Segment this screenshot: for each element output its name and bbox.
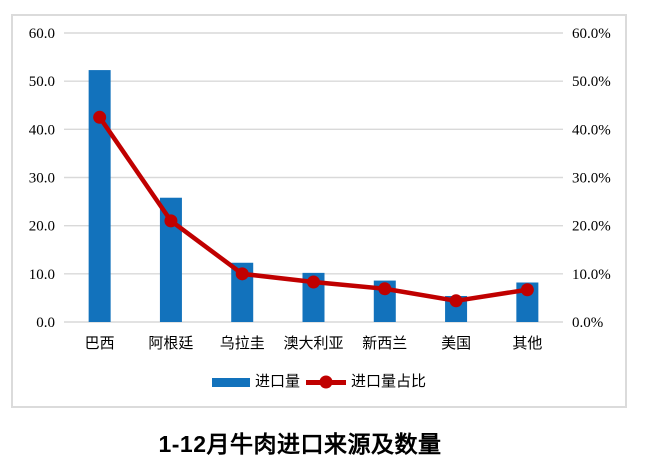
legend-label-import-volume: 进口量 (254, 374, 300, 390)
line-marker-3 (307, 275, 320, 289)
x-axis-label-6: 其他 (512, 335, 542, 352)
bar-0 (88, 70, 111, 322)
line-marker-1 (164, 214, 178, 228)
y-axis-right-tick-5: 50.0% (572, 74, 611, 90)
line-series-swatch-icon (306, 375, 346, 389)
legend-label-import-share: 进口量占比 (351, 374, 427, 390)
y-axis-left-tick-3: 30.0 (29, 171, 55, 187)
combo-chart-svg: 0.0 0.0% 10.0 10.0% 20.0 20.0% 30.0 30.0% 40.0 40… (29, 26, 611, 352)
y-axis-right-tick-2: 20.0% (572, 219, 611, 235)
y-axis-right-tick-6: 60.0% (572, 26, 611, 42)
line-marker-2 (235, 267, 249, 281)
x-axis-label-0: 巴西 (85, 336, 115, 352)
y-axis-left-tick-5: 50.0 (29, 74, 55, 90)
y-axis-left-tick-6: 60.0 (29, 26, 55, 42)
legend-item-import-share: 进口量占比 (306, 373, 426, 391)
x-axis-label-2: 乌拉圭 (220, 335, 265, 352)
chart-title: 1-12月牛肉进口来源及数量 (158, 431, 442, 457)
chart-frame: 0.0 0.0% 10.0 10.0% 20.0 20.0% 30.0 30.0% 40.0 40… (11, 14, 627, 408)
y-axis-left-tick-2: 20.0 (29, 219, 55, 235)
x-axis-label-1: 阿根廷 (148, 335, 193, 352)
line-marker-6 (520, 283, 534, 297)
y-axis-left-tick-4: 40.0 (29, 122, 55, 138)
line-marker-4 (378, 282, 392, 296)
y-axis-right-tick-1: 10.0% (572, 267, 611, 283)
bar-1 (159, 197, 182, 322)
line-marker-0 (93, 110, 107, 124)
bar-series-swatch-icon (211, 377, 250, 387)
bar-2 (231, 262, 254, 322)
x-axis-label-3: 澳大利亚 (283, 335, 343, 352)
line-marker-5 (449, 294, 463, 308)
chart-legend: 进口量 进口量占比 (13, 373, 625, 391)
y-axis-right-tick-3: 30.0% (572, 171, 611, 187)
x-axis-label-4: 新西兰 (362, 335, 407, 352)
y-axis-right-tick-0: 0.0% (572, 315, 603, 331)
y-axis-right-tick-4: 40.0% (572, 122, 611, 138)
y-axis-left-tick-0: 0.0 (36, 315, 55, 331)
line-marker-dot-icon (319, 375, 333, 389)
x-axis-label-5: 美国 (441, 335, 471, 352)
legend-item-import-volume: 进口量 (211, 373, 300, 391)
y-axis-left-tick-1: 10.0 (29, 267, 55, 283)
